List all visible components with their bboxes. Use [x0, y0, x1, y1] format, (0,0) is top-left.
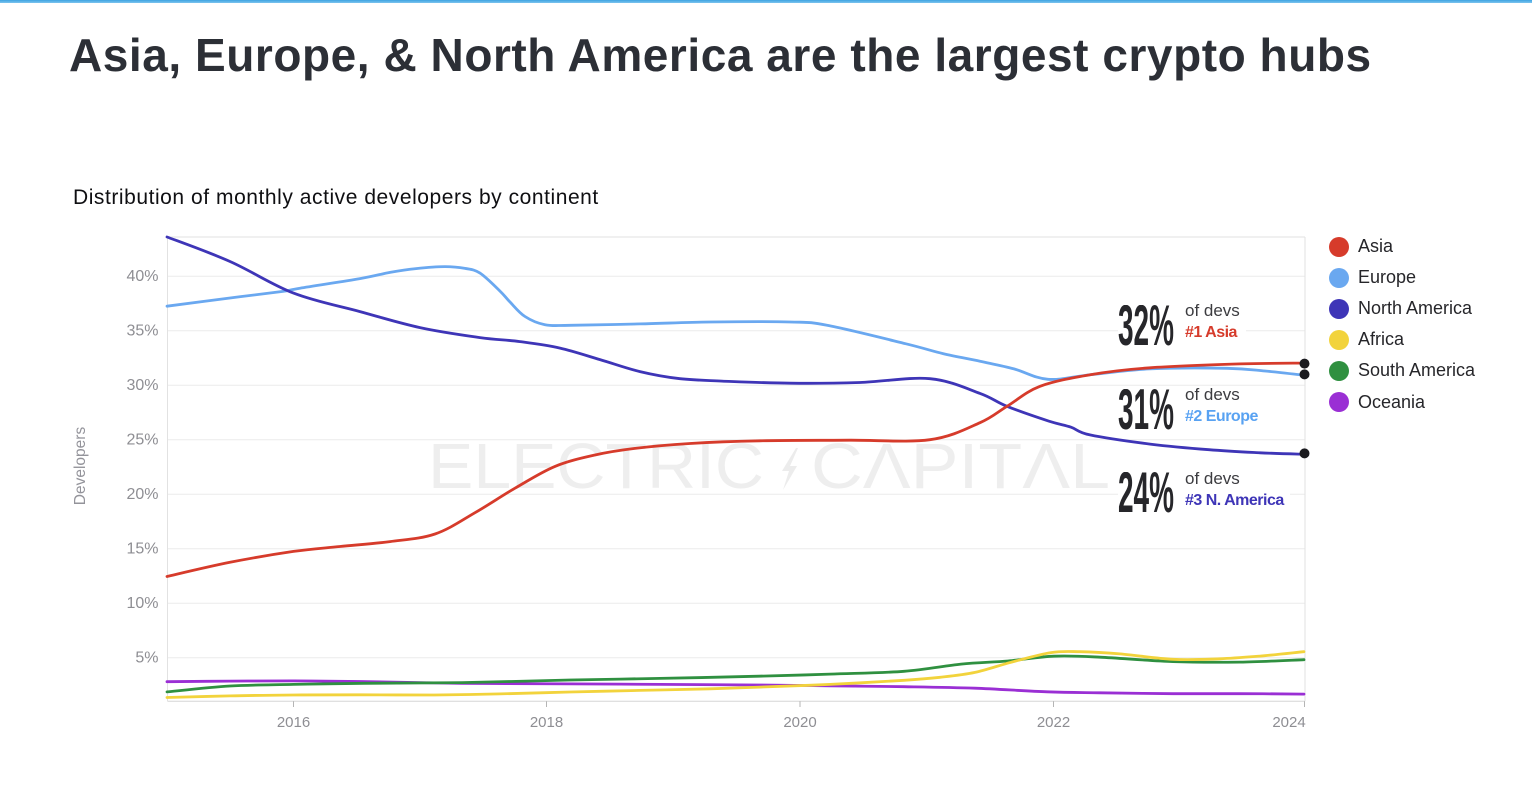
- svg-text:10%: 10%: [126, 595, 158, 612]
- svg-text:25%: 25%: [126, 432, 158, 449]
- svg-text:2022: 2022: [1037, 714, 1070, 731]
- svg-text:35%: 35%: [126, 323, 158, 340]
- svg-text:CΛPITΛL: CΛPITΛL: [811, 430, 1110, 502]
- svg-text:32%: 32%: [1118, 305, 1174, 346]
- svg-text:2016: 2016: [277, 714, 310, 731]
- svg-text:30%: 30%: [126, 377, 158, 394]
- svg-text:20%: 20%: [126, 486, 158, 503]
- svg-text:15%: 15%: [126, 541, 158, 558]
- svg-text:31%: 31%: [1118, 389, 1174, 430]
- svg-text:2020: 2020: [783, 714, 816, 731]
- svg-text:24%: 24%: [1118, 472, 1174, 513]
- svg-text:2018: 2018: [530, 714, 563, 731]
- svg-text:5%: 5%: [135, 650, 158, 667]
- svg-text:40%: 40%: [126, 268, 158, 285]
- svg-text:2024: 2024: [1272, 714, 1305, 731]
